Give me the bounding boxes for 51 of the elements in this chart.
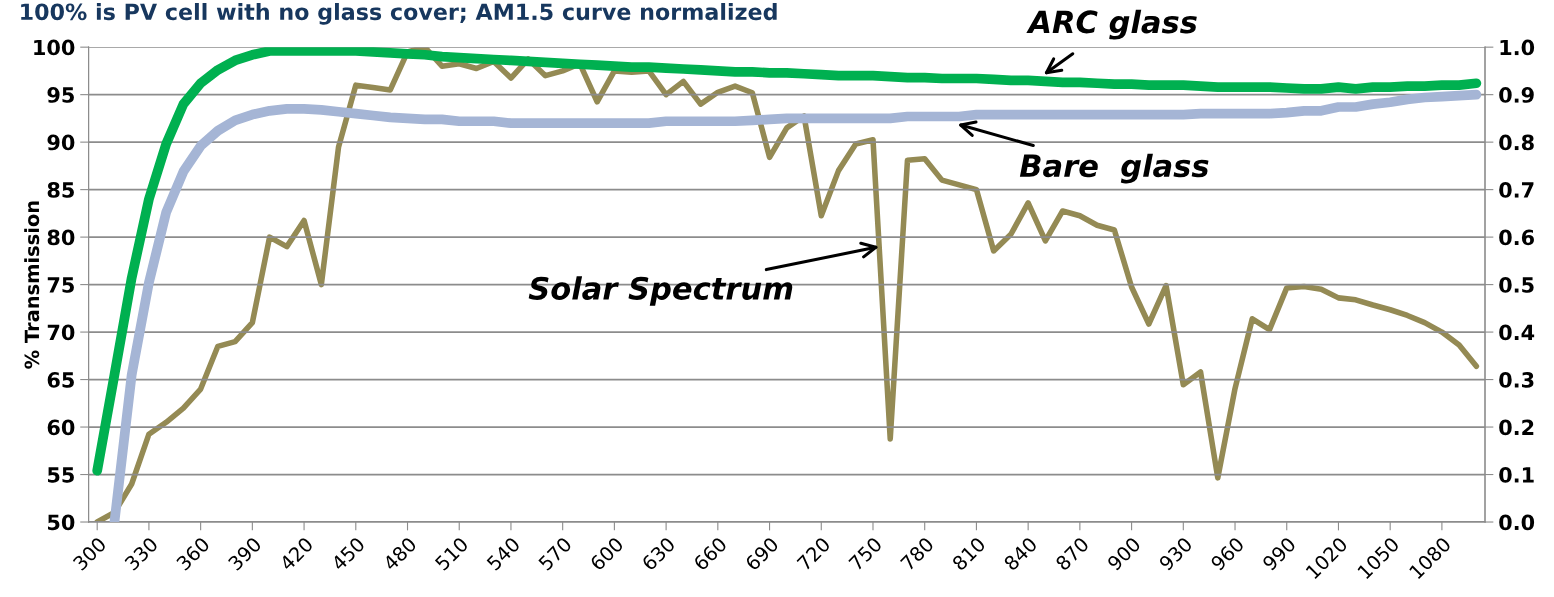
x-tick-label: 630 — [641, 536, 676, 572]
y-tick-label: 90 — [47, 134, 75, 151]
x-tick-label: 720 — [796, 536, 831, 571]
x-tick-label: 750 — [848, 536, 883, 571]
y2-tick-label: 0.0 — [1499, 514, 1535, 531]
x-tick-label: 780 — [899, 536, 935, 571]
x-tick-label: 660 — [692, 536, 728, 572]
y2-tick-label: 0.1 — [1499, 466, 1534, 483]
annotation: Bare glass — [1019, 153, 1209, 184]
x-tick-label: 480 — [382, 536, 418, 572]
x-tick-label: 810 — [951, 536, 987, 572]
x-tick-label: 330 — [123, 536, 159, 572]
y2-tick-label: 0.6 — [1499, 229, 1534, 246]
chart-title: 100% is PV cell with no glass cover; AM1.5 curve normalized — [21, 2, 777, 25]
annotation: Solar Spectrum — [528, 276, 793, 306]
y-tick-label: 55 — [48, 467, 74, 483]
y-tick-label: 65 — [47, 372, 74, 388]
x-tick-label: 510 — [434, 536, 469, 572]
y-tick-label: 100 — [34, 39, 75, 56]
y-tick-label: 95 — [47, 87, 74, 103]
x-tick-label: 840 — [1003, 536, 1038, 572]
y-tick-label: 50 — [48, 514, 75, 531]
y-tick-label: 60 — [47, 419, 75, 436]
x-tick-label: 600 — [589, 536, 625, 572]
x-tick-label: 570 — [537, 536, 573, 572]
x-tick-label: 690 — [744, 536, 780, 572]
x-tick-label: 990 — [1261, 536, 1297, 572]
x-tick-label: 420 — [278, 536, 314, 572]
y-tick-label: 85 — [47, 182, 74, 198]
y-axis-title: % Transmission — [24, 201, 40, 369]
x-tick-label: 900 — [1106, 536, 1142, 572]
x-tick-label: 540 — [486, 536, 521, 572]
y2-tick-label: 0.3 — [1499, 372, 1534, 388]
y2-tick-label: 0.5 — [1499, 277, 1534, 293]
x-tick-label: 390 — [227, 536, 263, 572]
y2-tick-label: 0.9 — [1499, 87, 1534, 103]
x-tick-label: 360 — [175, 536, 211, 572]
x-tick-label: 930 — [1158, 536, 1194, 572]
y-tick-label: 75 — [47, 277, 74, 293]
annotation: ARC glass — [1026, 9, 1197, 40]
x-tick-label: 960 — [1209, 536, 1245, 572]
y2-tick-label: 0.7 — [1499, 182, 1534, 198]
x-tick-label: 450 — [330, 536, 366, 572]
x-tick-label: 870 — [1054, 536, 1090, 572]
y-tick-label: 80 — [47, 229, 75, 246]
y2-tick-label: 1.0 — [1500, 39, 1535, 56]
y2-tick-label: 0.8 — [1499, 134, 1534, 151]
y2-tick-label: 0.2 — [1499, 419, 1534, 436]
x-tick-label: 300 — [72, 536, 107, 572]
y-tick-label: 70 — [47, 324, 75, 341]
y2-tick-label: 0.4 — [1499, 324, 1535, 341]
